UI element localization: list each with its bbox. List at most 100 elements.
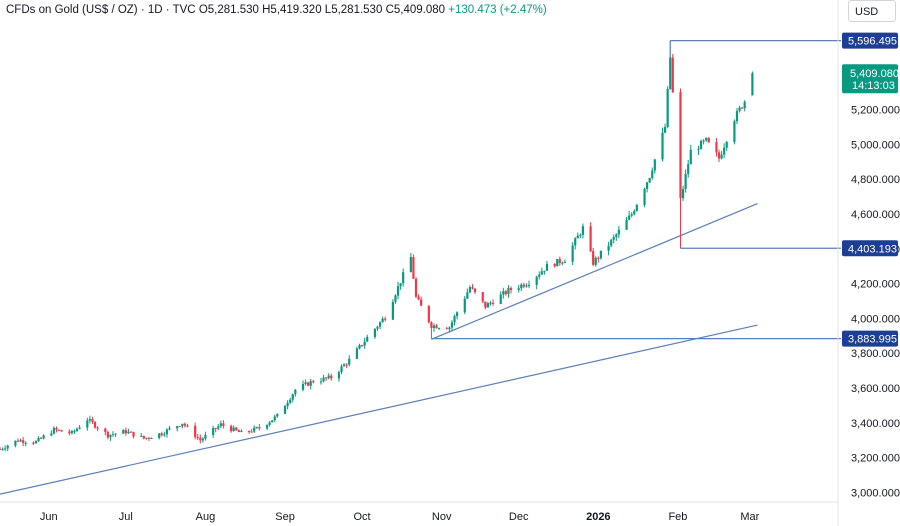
level-price-label: 4,403.193 xyxy=(848,243,897,255)
interval[interactable]: 1D xyxy=(147,4,163,16)
level-price-tag xyxy=(842,32,898,49)
candle-body xyxy=(140,435,143,437)
candle-body xyxy=(322,377,325,382)
candle-body xyxy=(50,433,53,436)
candle-body xyxy=(235,427,238,431)
candle-body xyxy=(106,431,109,438)
candle-body xyxy=(381,318,384,323)
chart-legend: CFDs on Gold (US$ / OZ) · 1D · TVC O5,28… xyxy=(6,4,547,16)
time-tick: Sep xyxy=(275,511,295,523)
price-tick: 4,600.000 xyxy=(851,209,900,221)
candle-body xyxy=(504,291,507,294)
candle-body xyxy=(6,445,9,449)
price-axis[interactable]: 5,200.000 5,000.000 4,800.000 4,600.000 4,40… xyxy=(851,105,900,500)
candle-body xyxy=(186,425,189,427)
candle-body xyxy=(509,288,513,291)
price-tick: 3,800.000 xyxy=(851,348,900,360)
price-tick: 3,000.000 xyxy=(851,487,900,499)
candle-body xyxy=(653,159,656,171)
candle-body xyxy=(16,440,20,442)
currency-button[interactable]: USD xyxy=(848,0,896,22)
level-price-label: 3,883.995 xyxy=(848,334,897,346)
candle-body xyxy=(502,291,505,295)
candle-body xyxy=(733,121,736,142)
ohlc-open: O5,281.530 xyxy=(198,4,259,16)
candle-body xyxy=(237,430,240,433)
candle-body xyxy=(625,219,628,230)
candle-body xyxy=(37,437,40,442)
candle-body xyxy=(255,427,258,429)
candle-body xyxy=(268,422,271,425)
price-tick: 4,000.000 xyxy=(851,313,900,325)
time-tick: Jul xyxy=(119,511,133,523)
candle-body xyxy=(484,301,487,308)
candle-body xyxy=(294,389,297,395)
candle-body xyxy=(176,426,179,429)
candle-body xyxy=(468,287,472,293)
candle-body xyxy=(366,336,369,342)
candle-body xyxy=(265,424,269,429)
candle-body xyxy=(520,284,523,289)
symbol-name[interactable]: CFDs on Gold (US$ / OZ) xyxy=(6,4,138,16)
candle-body xyxy=(194,425,197,438)
candle-body xyxy=(648,178,651,183)
trendline[interactable] xyxy=(431,203,758,340)
candle-body xyxy=(438,328,441,330)
candle-body xyxy=(545,263,549,271)
candle-body xyxy=(96,427,99,429)
candle-body xyxy=(330,375,333,379)
candles-layer xyxy=(0,40,754,452)
candle-body xyxy=(201,438,204,441)
candle-body xyxy=(396,286,400,296)
candle-body xyxy=(628,215,631,220)
candle-body xyxy=(599,250,602,259)
last-price-tag xyxy=(842,64,898,94)
candle-body xyxy=(88,418,91,421)
candle-body xyxy=(68,431,71,434)
candle-body xyxy=(75,428,79,431)
candle-body xyxy=(427,305,430,323)
time-tick: Aug xyxy=(196,511,216,523)
candle-body xyxy=(751,73,754,96)
candle-body xyxy=(556,259,559,267)
time-tick: Dec xyxy=(509,511,529,523)
price-change: +130.473 (+2.47%) xyxy=(448,4,547,16)
candle-body xyxy=(345,364,348,366)
candle-body xyxy=(111,434,115,436)
candle-body xyxy=(122,430,125,434)
candle-body xyxy=(679,92,682,199)
trendline[interactable] xyxy=(0,324,758,495)
candle-body xyxy=(535,276,538,285)
candle-body xyxy=(181,423,184,427)
candle-body xyxy=(610,239,613,246)
candle-body xyxy=(319,381,323,383)
candle-body xyxy=(70,431,74,434)
candle-body xyxy=(219,423,222,427)
candle-body xyxy=(633,210,636,215)
candle-body xyxy=(394,295,397,302)
candle-body xyxy=(217,426,220,429)
time-axis[interactable]: Jun Jul Aug Sep Oct Nov Dec 2026 Feb Mar xyxy=(40,511,760,523)
candle-body xyxy=(448,327,451,330)
candle-body xyxy=(705,137,708,141)
candle-body xyxy=(240,431,243,433)
candle-body xyxy=(430,322,433,328)
candle-body xyxy=(289,399,292,403)
level-price-tag xyxy=(842,330,898,347)
candle-body xyxy=(214,428,217,430)
candle-body xyxy=(376,326,379,329)
candle-body xyxy=(420,299,423,306)
candle-body xyxy=(543,270,546,272)
candle-body xyxy=(57,429,61,431)
candle-body xyxy=(196,437,199,439)
candle-body xyxy=(114,433,117,435)
candle-body xyxy=(723,147,726,155)
candle-body xyxy=(178,426,181,428)
price-tick: 4,800.000 xyxy=(851,174,900,186)
candle-body xyxy=(417,296,420,300)
candle-body xyxy=(19,440,22,442)
candle-body xyxy=(337,372,341,379)
candle-body xyxy=(163,434,166,436)
candle-body xyxy=(453,316,456,323)
